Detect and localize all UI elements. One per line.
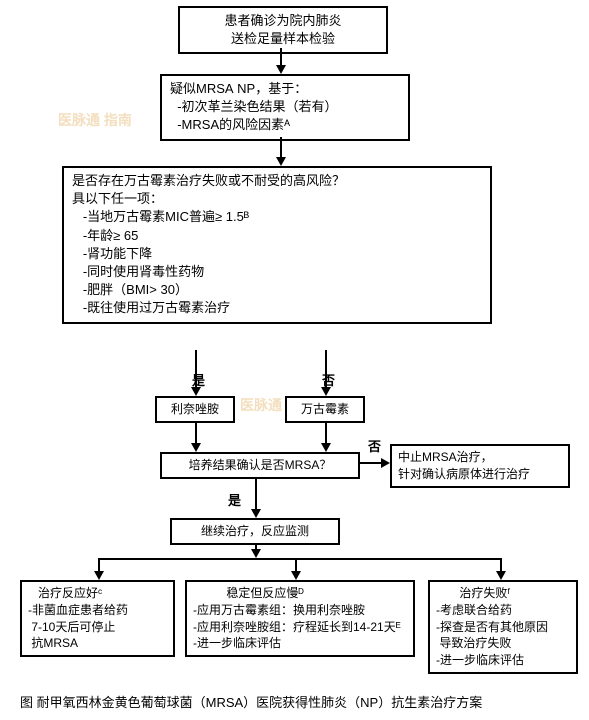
label-yes-2: 是 [228, 490, 241, 509]
figure-caption: 图 耐甲氧西林金黄色葡萄球菌（MRSA）医院获得性肺炎（NP）抗生素治疗方案 [20, 692, 482, 711]
node-suspected-mrsa: 疑似MRSA NP，基于： -初次革兰染色结果（若有） -MRSA的风险因素ᴬ [160, 74, 410, 141]
node-diagnosis: 患者确诊为院内肺炎送检足量样本检验 [178, 6, 388, 54]
node-continue-monitor: 继续治疗，反应监测 [170, 518, 340, 545]
label-no-2: 否 [368, 436, 381, 455]
node-good-response: 治疗反应好ᶜ-非菌血症患者给药 7-10天后可停止 抗MRSA [20, 580, 175, 657]
node-risk-question: 是否存在万古霉素治疗失败或不耐受的高风险？具以下任一项： -当地万古霉素MIC普… [62, 166, 492, 324]
watermark: 医脉通 指南 [58, 110, 132, 130]
node-vancomycin: 万古霉素 [285, 396, 365, 423]
node-linezolid: 利奈唑胺 [155, 396, 235, 423]
node-treatment-fail: 治疗失败ᶠ-考虑联合给药-探查是否有其他原因 导致治疗失败-进一步临床评估 [428, 580, 578, 674]
node-culture-confirm: 培养结果确认是否MRSA？ [160, 452, 360, 479]
node-stop-mrsa: 中止MRSA治疗，针对确认病原体进行治疗 [390, 444, 570, 488]
node-slow-response: 稳定但反应慢ᴰ-应用万古霉素组：换用利奈唑胺-应用利奈唑胺组：疗程延长到14-2… [185, 580, 415, 657]
